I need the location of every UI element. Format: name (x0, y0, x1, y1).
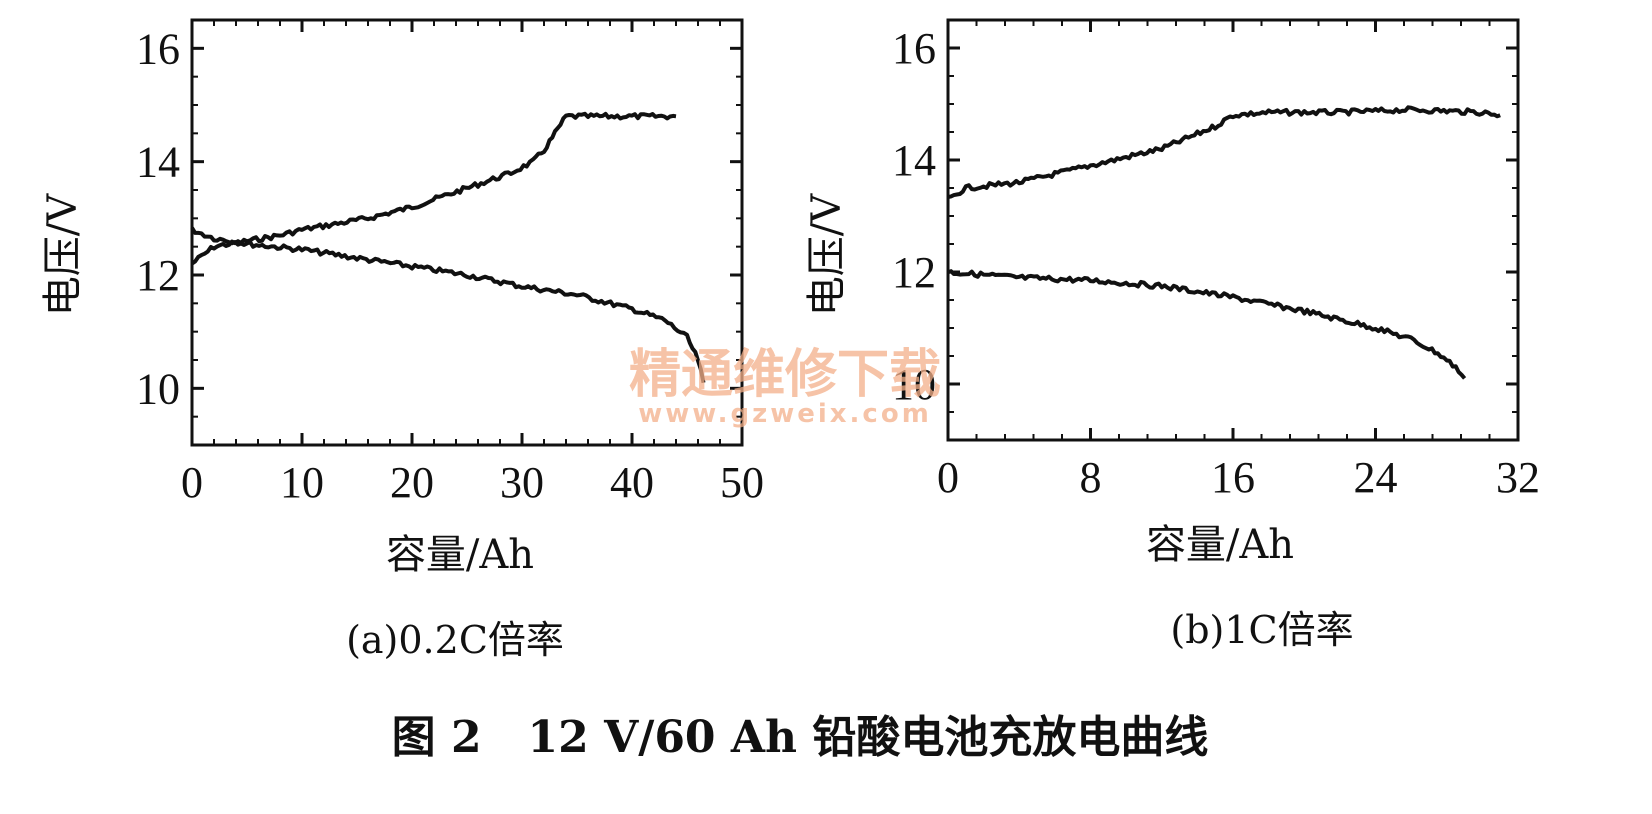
figure-caption: 图 2 12 V/60 Ah 铅酸电池充放电曲线 (392, 712, 1209, 763)
discharge-curve (947, 269, 1467, 380)
x-tick-label: 0 (937, 453, 959, 502)
y-tick-label: 10 (136, 364, 180, 413)
charge-curve (190, 111, 677, 266)
y-tick-label: 14 (136, 138, 180, 187)
y-tick-label: 12 (892, 248, 936, 297)
watermark-title: 精通维修下载 (629, 344, 941, 405)
y-tick-labels-a: 10 12 14 16 (136, 24, 180, 413)
y-tick-label: 10 (892, 360, 936, 409)
y-axis-label-b: 电压/V (804, 193, 850, 316)
x-tick-labels-b: 0 8 16 24 32 (937, 453, 1540, 502)
x-axis-label-a: 容量/Ah (386, 532, 534, 578)
discharge-curve (190, 226, 706, 384)
x-tick-label: 16 (1211, 453, 1255, 502)
y-tick-label: 16 (136, 24, 180, 73)
charge-curve (947, 105, 1501, 200)
x-tick-label: 0 (181, 458, 203, 507)
y-tick-label: 16 (892, 24, 936, 73)
x-tick-label: 8 (1080, 453, 1102, 502)
x-tick-labels-a: 0 10 20 30 40 50 (181, 458, 764, 507)
x-tick-label: 20 (390, 458, 434, 507)
tick-marks-a (190, 19, 744, 446)
plot-frame-b (946, 18, 1520, 442)
watermark-url: www.gzweix.com (638, 399, 932, 429)
x-tick-label: 50 (720, 458, 764, 507)
chart-panel-b: 10 12 14 16 0 8 16 24 32 容量/Ah 电压/V (b)1C倍率 (804, 18, 1540, 652)
x-tick-label: 10 (280, 458, 324, 507)
tick-marks-b (946, 19, 1520, 441)
series-lines-a (190, 111, 706, 384)
x-tick-label: 30 (500, 458, 544, 507)
subplot-caption-b: (b)1C倍率 (1170, 608, 1353, 652)
x-tick-label: 24 (1354, 453, 1398, 502)
x-tick-label: 40 (610, 458, 654, 507)
x-tick-label: 32 (1496, 453, 1540, 502)
subplot-caption-a: (a)0.2C倍率 (346, 618, 564, 662)
y-axis-label-a: 电压/V (40, 193, 86, 316)
y-tick-label: 14 (892, 136, 936, 185)
series-lines-b (947, 105, 1501, 380)
plot-frame-a (190, 18, 744, 447)
y-tick-labels-b: 10 12 14 16 (892, 24, 936, 409)
y-tick-label: 12 (136, 251, 180, 300)
x-axis-label-b: 容量/Ah (1146, 522, 1294, 568)
